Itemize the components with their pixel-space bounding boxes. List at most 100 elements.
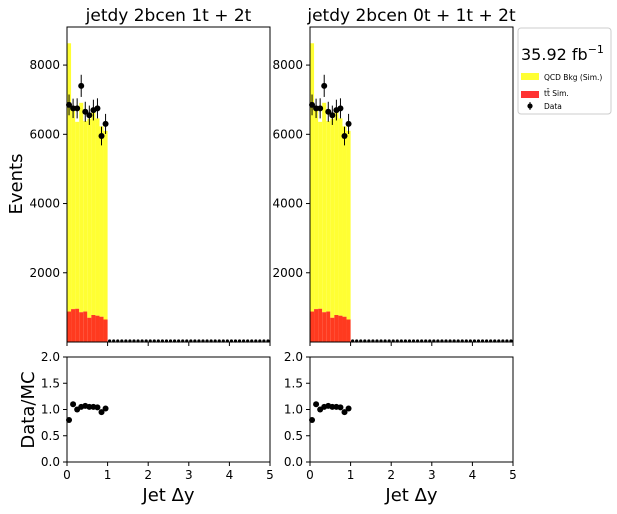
data-point [74, 105, 81, 112]
bar-ttbar [338, 315, 343, 342]
data-point [329, 112, 336, 119]
top-axes-frame [309, 26, 514, 343]
ylabel-ratio: Data/MC [18, 371, 39, 448]
data-point [317, 105, 324, 112]
bar-qcd [67, 43, 72, 312]
bar-qcd [334, 112, 339, 315]
ratio-point [70, 401, 77, 408]
bar-ttbar [103, 319, 108, 342]
y-tick-label: 2000 [272, 266, 303, 280]
ratio-point [337, 404, 344, 411]
data-point [341, 133, 348, 140]
legend: 35.92 fb−1 QCD Bkg (Sim.) tt̄ Sim. Data [517, 27, 612, 115]
x-tick-label: 0 [63, 468, 71, 482]
x-tick-label: 3 [428, 468, 436, 482]
bar-qcd [75, 121, 80, 309]
x-tick-label: 1 [347, 468, 355, 482]
x-tick-label: 0 [306, 468, 314, 482]
ratio-y-tick-label: 0.5 [41, 429, 60, 443]
bar-ttbar [67, 311, 72, 342]
data-point [325, 108, 332, 115]
x-tick-label: 3 [185, 468, 193, 482]
x-tick-label: 4 [469, 468, 477, 482]
legend-frame [517, 27, 612, 115]
bar-qcd [99, 126, 104, 317]
x-tick-label: 2 [144, 468, 152, 482]
data-point [82, 108, 89, 115]
data-point [337, 105, 344, 112]
bar-qcd [310, 43, 315, 312]
bar-qcd [83, 121, 88, 312]
bar-qcd [322, 102, 327, 313]
data-point [345, 120, 352, 127]
chart-title: jetdy 2bcen 1t + 2t [85, 6, 252, 26]
ratio-y-tick-label: 2.0 [284, 350, 303, 364]
ratio-point [341, 409, 348, 416]
ratio-y-tick-label: 0.0 [41, 455, 60, 469]
bar-qcd [87, 118, 92, 318]
bar-ttbar [342, 316, 347, 342]
chart-panel-right: jetdy 2bcen 0t + 1t + 2t 2000 4000 6000 8000… [272, 6, 516, 506]
bar-ttbar [334, 315, 339, 342]
lumi-label: 35.92 fb−1 [521, 43, 604, 64]
bar-ttbar [83, 311, 88, 342]
bar-qcd [330, 118, 335, 318]
bar-ttbar [87, 317, 92, 342]
bar-qcd [346, 130, 351, 320]
x-tick-label: 5 [509, 468, 517, 482]
data-point [309, 101, 316, 108]
ratio-point [102, 405, 109, 412]
y-tick-label: 8000 [272, 58, 303, 72]
legend-swatch-ttbar [521, 91, 539, 98]
data-point [78, 82, 85, 89]
bar-ttbar [71, 309, 76, 342]
bar-ttbar [75, 308, 80, 342]
bar-ttbar [310, 311, 315, 342]
data-point [66, 101, 73, 108]
x-tick-label: 4 [226, 468, 234, 482]
legend-data-marker [527, 103, 533, 109]
ratio-y-tick-label: 2.0 [41, 350, 60, 364]
bar-ttbar [326, 311, 331, 342]
bar-ttbar [99, 316, 104, 342]
ratio-point [98, 409, 105, 416]
data-point [102, 120, 109, 127]
ratio-point [313, 401, 320, 408]
legend-label-ttbar: tt̄ Sim. [544, 89, 569, 98]
y-tick-label: 4000 [272, 197, 303, 211]
lumi-value: 35.92 fb [521, 45, 588, 64]
legend-label-qcd: QCD Bkg (Sim.) [544, 73, 602, 82]
ylabel-events: Events [6, 154, 27, 215]
bar-qcd [95, 118, 100, 316]
bar-ttbar [91, 315, 96, 342]
y-tick-label: 6000 [272, 127, 303, 141]
chart-title: jetdy 2bcen 0t + 1t + 2t [306, 6, 516, 26]
data-point [98, 133, 105, 140]
ratio-y-tick-label: 1.5 [41, 376, 60, 390]
bar-qcd [103, 130, 108, 320]
legend-swatch-qcd [521, 73, 539, 80]
bar-qcd [314, 110, 319, 310]
y-tick-label: 6000 [29, 127, 60, 141]
bar-ttbar [322, 312, 327, 342]
bar-ttbar [318, 308, 323, 342]
legend-label-data: Data [544, 102, 562, 111]
bar-qcd [71, 110, 76, 310]
bar-ttbar [95, 315, 100, 342]
bar-ttbar [314, 309, 319, 342]
y-tick-label: 2000 [29, 266, 60, 280]
bar-ttbar [346, 319, 351, 342]
bar-qcd [318, 121, 323, 309]
bar-ttbar [79, 312, 84, 342]
bar-ttbar [330, 317, 335, 342]
x-axis-label: Jet Δy [384, 485, 437, 506]
data-point [86, 112, 93, 119]
ratio-y-tick-label: 0.5 [284, 429, 303, 443]
chart-panel-left: jetdy 2bcen 1t + 2t 2000 4000 6000 8000 0.0 0.… [29, 6, 273, 506]
ratio-point [94, 404, 101, 411]
x-tick-label: 2 [387, 468, 395, 482]
bar-qcd [326, 121, 331, 312]
ratio-point [66, 417, 73, 423]
ratio-y-tick-label: 1.5 [284, 376, 303, 390]
